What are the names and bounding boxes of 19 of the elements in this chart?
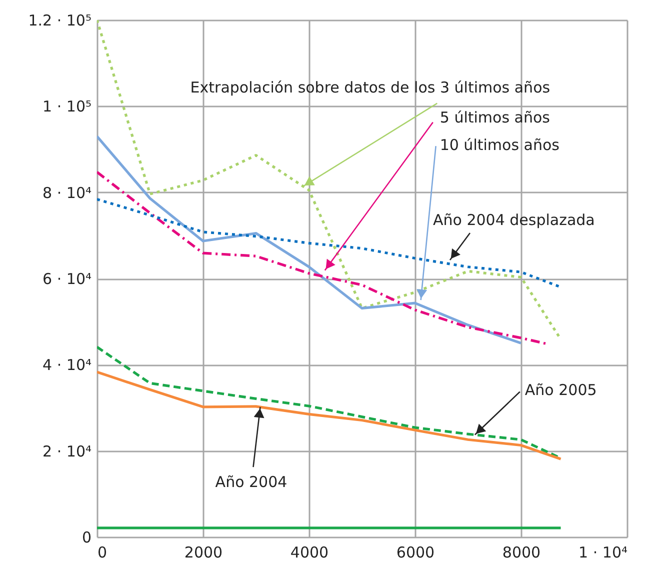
y-tick-label: 4 · 10⁴ bbox=[42, 356, 92, 374]
y-tick-label: 1.2 · 10⁵ bbox=[28, 12, 92, 30]
x-tick-label: 1 · 10⁴ bbox=[578, 544, 628, 562]
y-tick-label: 0 bbox=[82, 528, 92, 546]
y-tick-label: 1 · 10⁵ bbox=[42, 98, 92, 116]
annotation: Año 2004 desplazada bbox=[432, 210, 595, 229]
x-tick-label: 2000 bbox=[184, 544, 223, 562]
annotation: Año 2005 bbox=[524, 380, 597, 399]
x-tick-label: 4000 bbox=[290, 544, 329, 562]
annotation: 10 últimos años bbox=[440, 136, 560, 154]
annotation: 5 últimos años bbox=[440, 108, 550, 126]
y-tick-label: 6 · 10⁴ bbox=[42, 270, 92, 288]
y-tick-label: 8 · 10⁴ bbox=[42, 184, 92, 202]
annotation: Año 2004 bbox=[215, 473, 288, 492]
x-tick-label: 8000 bbox=[502, 544, 541, 562]
annotation: Extrapolación sobre datos de los 3 últimos años bbox=[190, 78, 550, 96]
y-tick-label: 2 · 10⁴ bbox=[42, 442, 92, 460]
x-tick-label: 6000 bbox=[396, 544, 435, 562]
x-tick-label: 0 bbox=[98, 544, 108, 562]
